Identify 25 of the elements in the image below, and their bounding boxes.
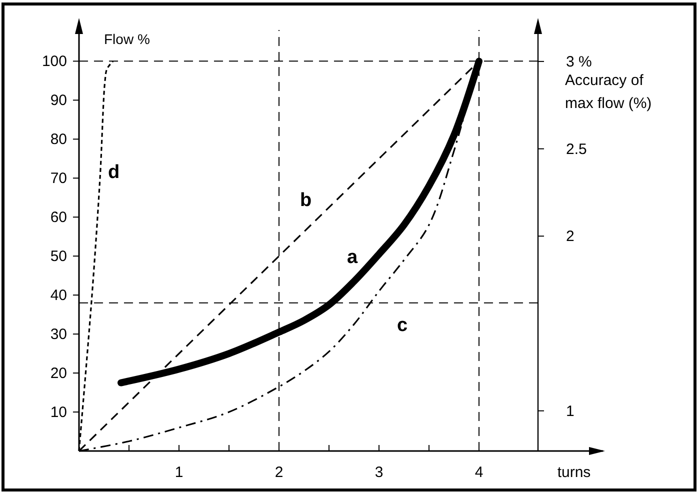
series-label: b <box>300 190 312 212</box>
x-tick-label: 4 <box>474 464 484 481</box>
y-tick-label: 30 <box>50 326 67 344</box>
y-tick-label: 10 <box>50 404 67 422</box>
series-label: a <box>347 247 358 268</box>
y2-tick-label: 1 <box>566 402 574 420</box>
y2-tick-label: 2.5 <box>566 140 587 158</box>
y2-axis-title: Accuracy of max flow (%) <box>565 72 652 112</box>
y-tick-label: 50 <box>50 248 67 266</box>
y-tick-label: 40 <box>50 287 67 304</box>
x-axis-title: turns <box>557 464 591 481</box>
y-tick-label: 80 <box>50 131 67 148</box>
y2-tick-label: 3 % <box>566 53 592 70</box>
y-tick-label: 70 <box>50 170 67 188</box>
y-tick-label: 90 <box>50 92 67 110</box>
y-axis-title: Flow % <box>104 31 150 47</box>
series-label: d <box>108 162 120 184</box>
series-label: c <box>397 315 408 336</box>
y2-tick-label: 2 <box>566 228 574 246</box>
x-tick-label: 3 <box>374 464 384 481</box>
y-tick-label: 60 <box>50 209 67 226</box>
x-tick-label: 1 <box>174 464 184 481</box>
y-tick-label: 100 <box>42 53 67 70</box>
y-tick-label: 20 <box>50 365 67 382</box>
x-tick-label: 2 <box>274 464 284 481</box>
